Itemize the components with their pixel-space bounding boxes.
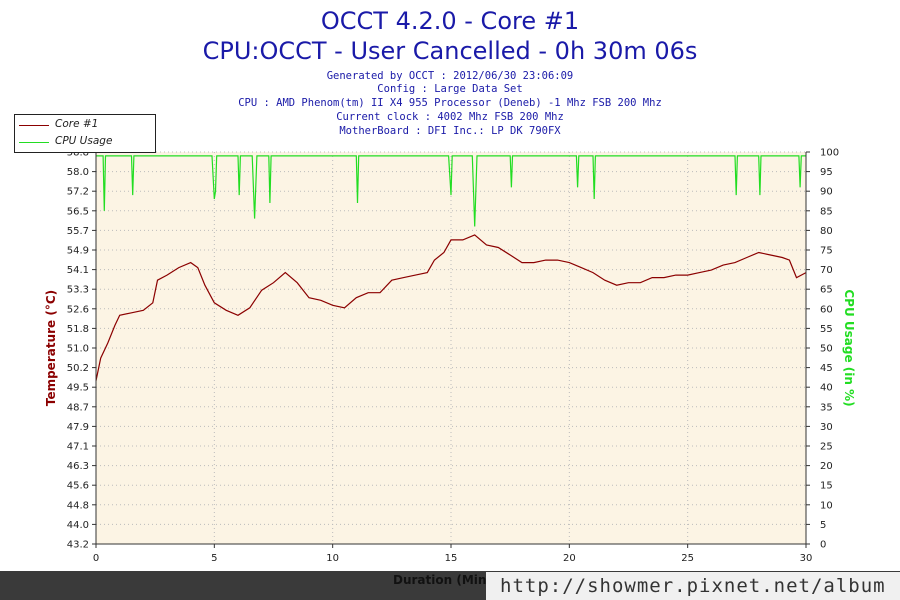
y-tick-label: 48.7 bbox=[67, 402, 89, 413]
y2-tick-label: 100 bbox=[820, 148, 839, 159]
legend-label-core: Core #1 bbox=[55, 118, 99, 130]
y-axis-label: Temperature (°C) bbox=[44, 290, 58, 406]
y-tick-label: 47.1 bbox=[67, 442, 89, 453]
y-tick-label: 54.9 bbox=[67, 246, 89, 257]
y2-tick-label: 80 bbox=[820, 226, 833, 237]
x-tick-label: 20 bbox=[563, 553, 576, 564]
y2-tick-label: 20 bbox=[820, 461, 833, 472]
x-tick-label: 5 bbox=[211, 553, 217, 564]
y2-tick-label: 60 bbox=[820, 304, 833, 315]
legend-item-cpu-usage: CPU Usage bbox=[15, 134, 155, 150]
y2-tick-label: 0 bbox=[820, 540, 826, 551]
legend: Core #1 CPU Usage bbox=[14, 114, 156, 153]
series-line-core-1 bbox=[95, 234, 807, 381]
x-tick-label: 0 bbox=[93, 553, 99, 564]
y-tick-label: 45.6 bbox=[67, 481, 89, 492]
y2-tick-label: 55 bbox=[820, 324, 833, 335]
y2-tick-label: 75 bbox=[820, 246, 833, 257]
y2-tick-label: 65 bbox=[820, 285, 833, 296]
y2-tick-label: 50 bbox=[820, 344, 833, 355]
y2-tick-label: 15 bbox=[820, 481, 833, 492]
y2-tick-label: 30 bbox=[820, 422, 833, 433]
legend-swatch-cpu-usage bbox=[19, 142, 49, 143]
x-tick-label: 15 bbox=[445, 553, 458, 564]
info-motherboard: MotherBoard : DFI Inc.: LP DK 790FX bbox=[339, 125, 561, 137]
y-tick-label: 50.2 bbox=[67, 363, 89, 374]
info-generated: Generated by OCCT : 2012/06/30 23:06:09 bbox=[326, 70, 574, 82]
y-tick-label: 53.3 bbox=[67, 285, 89, 296]
x-tick-label: 10 bbox=[326, 553, 339, 564]
y-tick-label: 55.7 bbox=[67, 226, 89, 237]
y-tick-label: 44.8 bbox=[67, 500, 89, 511]
series-line-cpu-usage bbox=[96, 155, 806, 227]
y2-axis-label: CPU Usage (in %) bbox=[842, 289, 856, 406]
y-tick-label: 46.3 bbox=[67, 461, 89, 472]
legend-swatch-core bbox=[19, 125, 49, 126]
legend-label-cpu-usage: CPU Usage bbox=[55, 135, 113, 147]
y-tick-label: 51.0 bbox=[67, 344, 89, 355]
y-tick-label: 43.2 bbox=[67, 540, 89, 551]
y-tick-label: 56.5 bbox=[67, 206, 89, 217]
y-tick-label: 51.8 bbox=[67, 324, 89, 335]
chart-subtitle: CPU:OCCT - User Cancelled - 0h 30m 06s bbox=[202, 37, 698, 65]
y2-tick-label: 25 bbox=[820, 442, 833, 453]
x-tick-label: 30 bbox=[800, 553, 813, 564]
info-config: Config : Large Data Set bbox=[377, 83, 523, 95]
y2-tick-label: 5 bbox=[820, 520, 826, 531]
y-tick-label: 54.1 bbox=[67, 265, 89, 276]
x-tick-label: 25 bbox=[681, 553, 694, 564]
y2-tick-label: 95 bbox=[820, 167, 833, 178]
y2-tick-label: 45 bbox=[820, 363, 833, 374]
y-tick-label: 57.2 bbox=[67, 187, 89, 198]
y-tick-label: 58.8 bbox=[67, 148, 89, 159]
chart-title: OCCT 4.2.0 - Core #1 bbox=[320, 7, 580, 35]
legend-item-core: Core #1 bbox=[15, 117, 155, 133]
y2-tick-label: 90 bbox=[820, 187, 833, 198]
y-tick-label: 49.5 bbox=[67, 383, 89, 394]
y-tick-label: 44.0 bbox=[67, 520, 89, 531]
y2-tick-label: 70 bbox=[820, 265, 833, 276]
y-tick-label: 47.9 bbox=[67, 422, 89, 433]
y-tick-label: 58.0 bbox=[67, 167, 89, 178]
watermark: http://showmer.pixnet.net/album bbox=[486, 572, 900, 600]
info-cpu: CPU : AMD Phenom(tm) II X4 955 Processor… bbox=[238, 97, 662, 109]
y2-tick-label: 40 bbox=[820, 383, 833, 394]
y2-tick-label: 10 bbox=[820, 500, 833, 511]
y2-tick-label: 85 bbox=[820, 206, 833, 217]
y-tick-label: 52.6 bbox=[67, 304, 89, 315]
info-clock: Current clock : 4002 Mhz FSB 200 Mhz bbox=[336, 111, 564, 123]
y2-tick-label: 35 bbox=[820, 402, 833, 413]
